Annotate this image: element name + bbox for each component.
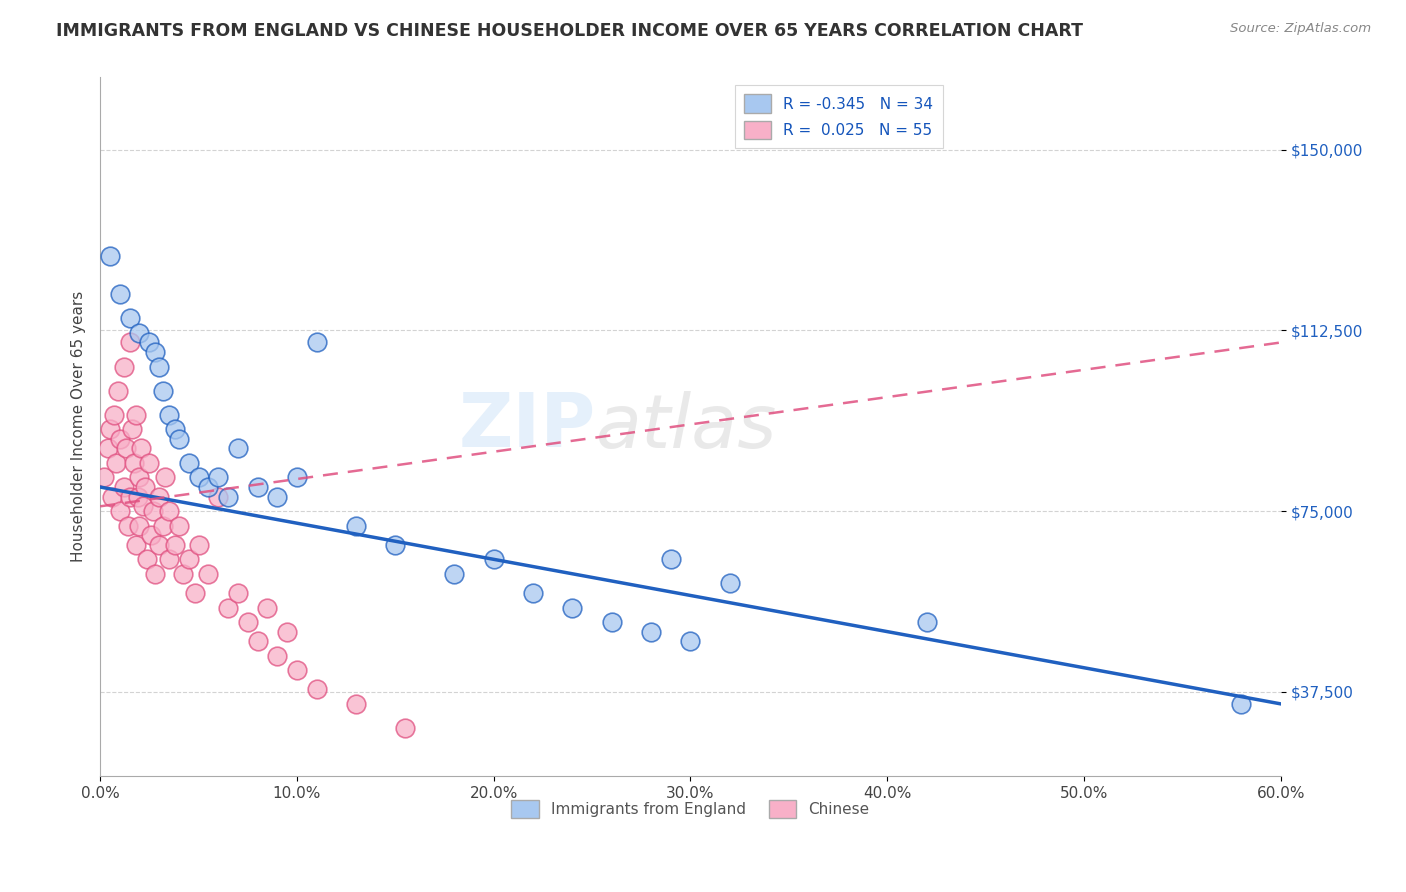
Point	[108, 432, 131, 446]
Point	[522, 586, 544, 600]
Point	[177, 456, 200, 470]
Text: atlas: atlas	[596, 391, 778, 463]
Point	[93, 470, 115, 484]
Point	[640, 624, 662, 639]
Point	[101, 490, 124, 504]
Point	[285, 470, 308, 484]
Point	[167, 432, 190, 446]
Point	[276, 624, 298, 639]
Point	[344, 518, 367, 533]
Text: IMMIGRANTS FROM ENGLAND VS CHINESE HOUSEHOLDER INCOME OVER 65 YEARS CORRELATION : IMMIGRANTS FROM ENGLAND VS CHINESE HOUSE…	[56, 22, 1083, 40]
Point	[157, 504, 180, 518]
Point	[197, 480, 219, 494]
Point	[118, 335, 141, 350]
Point	[659, 552, 682, 566]
Point	[132, 500, 155, 514]
Point	[136, 552, 159, 566]
Point	[108, 287, 131, 301]
Point	[226, 442, 249, 456]
Y-axis label: Householder Income Over 65 years: Householder Income Over 65 years	[72, 291, 86, 563]
Point	[207, 490, 229, 504]
Point	[104, 456, 127, 470]
Point	[143, 345, 166, 359]
Point	[187, 470, 209, 484]
Point	[246, 480, 269, 494]
Legend: Immigrants from England, Chinese: Immigrants from England, Chinese	[505, 794, 876, 824]
Point	[266, 648, 288, 663]
Point	[114, 442, 136, 456]
Text: ZIP: ZIP	[458, 391, 596, 463]
Point	[107, 384, 129, 398]
Point	[600, 615, 623, 629]
Point	[97, 442, 120, 456]
Point	[915, 615, 938, 629]
Point	[1230, 697, 1253, 711]
Point	[384, 538, 406, 552]
Point	[153, 470, 176, 484]
Point	[148, 490, 170, 504]
Point	[148, 359, 170, 374]
Point	[177, 552, 200, 566]
Point	[142, 504, 165, 518]
Point	[285, 663, 308, 677]
Point	[157, 408, 180, 422]
Point	[103, 408, 125, 422]
Point	[118, 490, 141, 504]
Point	[172, 566, 194, 581]
Point	[226, 586, 249, 600]
Point	[187, 538, 209, 552]
Text: Source: ZipAtlas.com: Source: ZipAtlas.com	[1230, 22, 1371, 36]
Point	[344, 697, 367, 711]
Point	[394, 721, 416, 735]
Point	[197, 566, 219, 581]
Point	[138, 456, 160, 470]
Point	[98, 422, 121, 436]
Point	[124, 538, 146, 552]
Point	[134, 480, 156, 494]
Point	[117, 518, 139, 533]
Point	[124, 408, 146, 422]
Point	[112, 359, 135, 374]
Point	[122, 456, 145, 470]
Point	[183, 586, 205, 600]
Point	[152, 518, 174, 533]
Point	[128, 326, 150, 340]
Point	[121, 422, 143, 436]
Point	[482, 552, 505, 566]
Point	[718, 576, 741, 591]
Point	[256, 600, 278, 615]
Point	[141, 528, 163, 542]
Point	[443, 566, 465, 581]
Point	[561, 600, 583, 615]
Point	[98, 249, 121, 263]
Point	[108, 504, 131, 518]
Point	[131, 442, 153, 456]
Point	[167, 518, 190, 533]
Point	[148, 538, 170, 552]
Point	[157, 552, 180, 566]
Point	[217, 600, 239, 615]
Point	[246, 634, 269, 648]
Point	[127, 490, 149, 504]
Point	[118, 311, 141, 326]
Point	[207, 470, 229, 484]
Point	[138, 335, 160, 350]
Point	[305, 682, 328, 697]
Point	[679, 634, 702, 648]
Point	[143, 566, 166, 581]
Point	[152, 384, 174, 398]
Point	[305, 335, 328, 350]
Point	[163, 538, 186, 552]
Point	[128, 470, 150, 484]
Point	[163, 422, 186, 436]
Point	[236, 615, 259, 629]
Point	[266, 490, 288, 504]
Point	[128, 518, 150, 533]
Point	[217, 490, 239, 504]
Point	[112, 480, 135, 494]
